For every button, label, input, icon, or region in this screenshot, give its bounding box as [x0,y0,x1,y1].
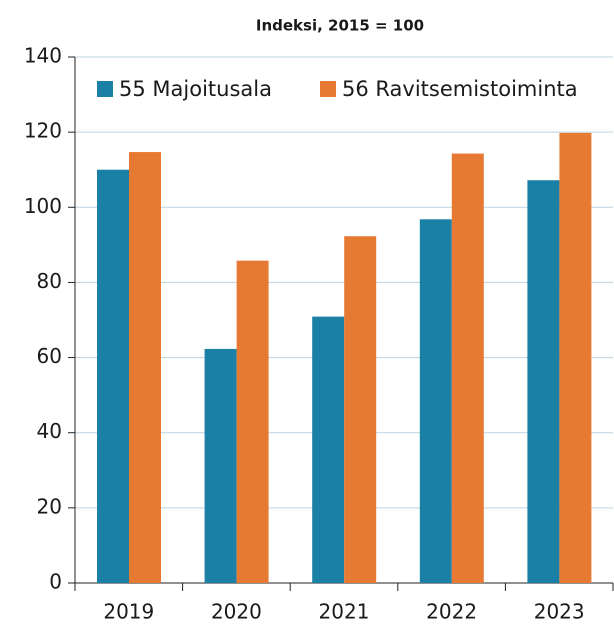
bar [419,219,452,583]
bar [236,260,269,583]
legend-swatch [97,81,113,97]
x-tick-label: 2021 [319,600,370,624]
legend-label: 55 Majoitusala [119,77,272,101]
y-tick-label: 140 [24,44,62,68]
x-tick-label: 2020 [211,600,262,624]
y-tick-label: 0 [49,570,62,594]
bar [312,316,345,583]
y-tick-label: 120 [24,119,62,143]
y-tick-label: 100 [24,194,62,218]
bar [204,348,237,583]
y-tick-label: 60 [37,344,62,368]
bar [527,180,560,583]
x-tick-label: 2023 [534,600,585,624]
x-tick-label: 2019 [103,600,154,624]
y-tick-label: 40 [37,419,62,443]
chart-title: Indeksi, 2015 = 100 [256,17,424,35]
legend-label: 56 Ravitsemistoiminta [342,77,578,101]
bar [451,153,484,583]
legend-swatch [320,81,336,97]
x-tick-label: 2022 [426,600,477,624]
bar [97,169,129,583]
y-tick-label: 20 [37,494,62,518]
bar [344,236,377,584]
bar [129,152,161,583]
bar [559,132,592,583]
y-tick-label: 80 [37,269,62,293]
